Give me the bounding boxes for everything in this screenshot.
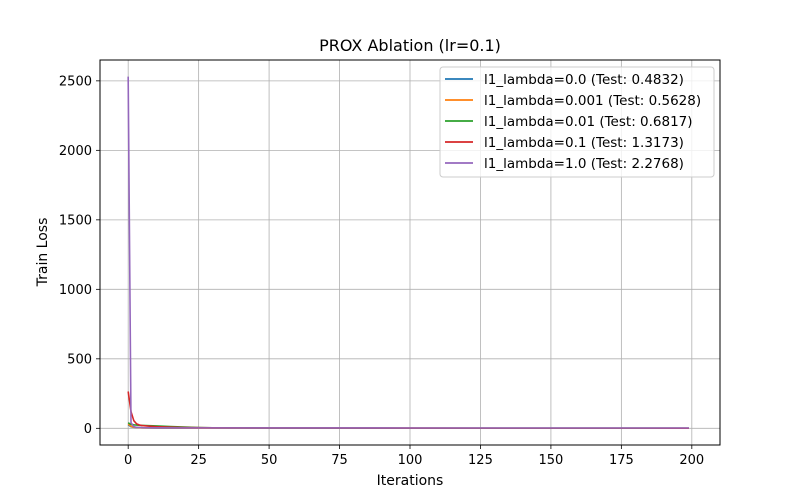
x-tick-label: 200 (679, 453, 704, 468)
y-tick-label: 500 (67, 352, 92, 367)
legend-entry-label: l1_lambda=0.0 (Test: 0.4832) (484, 72, 684, 88)
x-tick-label: 100 (398, 453, 423, 468)
x-tick-label: 150 (538, 453, 563, 468)
legend-entry-label: l1_lambda=1.0 (Test: 2.2768) (484, 156, 684, 172)
x-tick-label: 125 (468, 453, 493, 468)
y-axis-label: Train Loss (35, 218, 51, 288)
chart-title: PROX Ablation (lr=0.1) (319, 36, 501, 55)
series-line-4 (127, 76, 689, 429)
y-tick-label: 2500 (59, 74, 92, 89)
legend-entry-label: l1_lambda=0.01 (Test: 0.6817) (484, 114, 693, 130)
y-tick-label: 1500 (59, 213, 92, 228)
legend-entry-label: l1_lambda=0.1 (Test: 1.3173) (484, 135, 684, 151)
y-tick-label: 0 (84, 422, 92, 437)
x-tick-label: 75 (331, 453, 348, 468)
y-tick-label: 2000 (59, 144, 92, 159)
legend: l1_lambda=0.0 (Test: 0.4832) l1_lambda=0.… (439, 66, 715, 178)
x-axis-label: Iterations (377, 473, 444, 489)
legend-entry-label: l1_lambda=0.001 (Test: 0.5628) (484, 93, 701, 109)
x-tick-label: 0 (124, 453, 132, 468)
y-tick-label: 1000 (59, 283, 92, 298)
series-lines (127, 76, 690, 430)
x-axis-ticks: 0 25 50 75 100 125 150 175 200 (124, 445, 704, 468)
x-tick-label: 175 (609, 453, 634, 468)
legend-box (439, 66, 715, 178)
y-axis-ticks: 0 500 1000 1500 2000 2500 (59, 74, 100, 437)
x-tick-label: 50 (261, 453, 278, 468)
x-tick-label: 25 (190, 453, 207, 468)
